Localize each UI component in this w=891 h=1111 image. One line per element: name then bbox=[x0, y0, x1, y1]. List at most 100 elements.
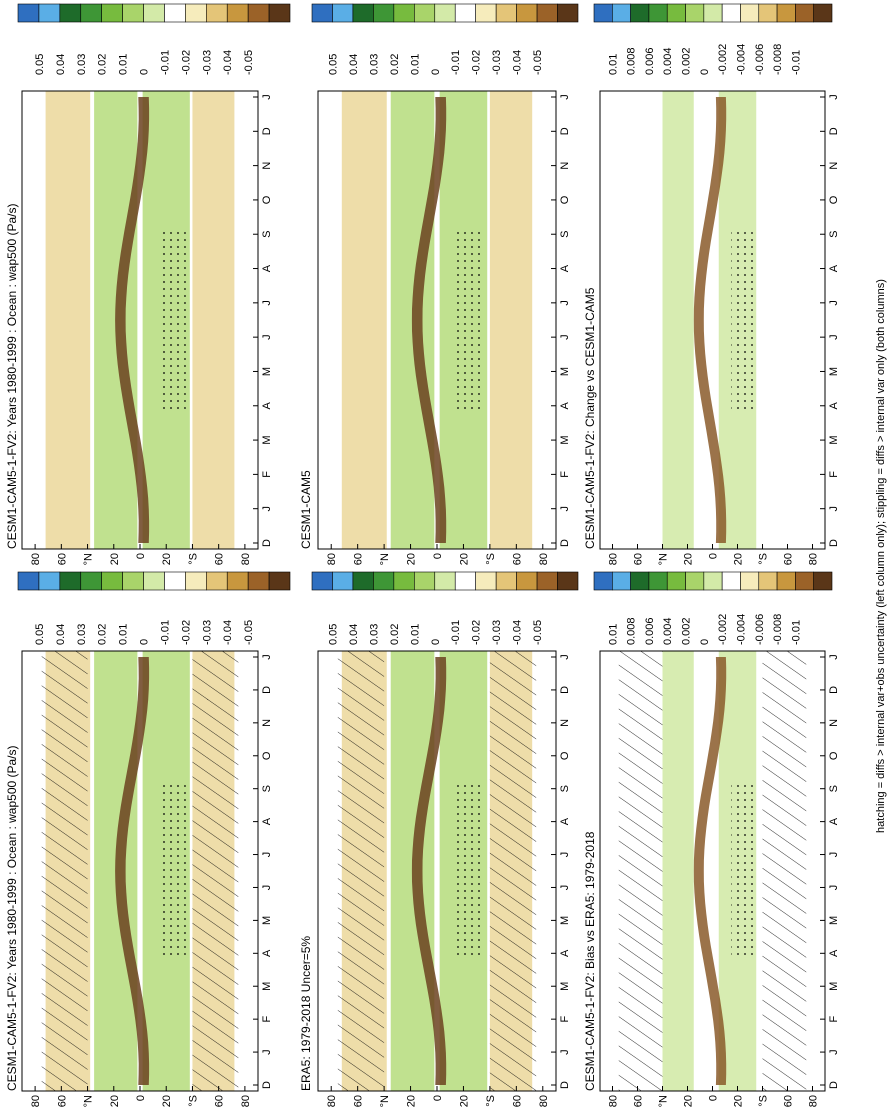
colorbar-box bbox=[631, 572, 649, 590]
y-tick-label: 20 bbox=[109, 1095, 121, 1107]
x-tick-label: A bbox=[828, 817, 840, 825]
contour-field bbox=[490, 91, 532, 549]
colorbar-box bbox=[394, 4, 414, 22]
colorbar-label: -0.03 bbox=[491, 620, 503, 645]
colorbar-box bbox=[227, 4, 248, 22]
colorbar-label: -0.03 bbox=[491, 50, 503, 75]
colorbar-box bbox=[722, 572, 740, 590]
colorbar-box bbox=[476, 572, 496, 590]
y-tick-label: 60 bbox=[353, 1095, 365, 1107]
colorbar-label: -0.05 bbox=[243, 50, 255, 75]
colorbar-label: -0.05 bbox=[532, 620, 544, 645]
colorbar-box bbox=[248, 572, 269, 590]
x-tick-label: D bbox=[559, 127, 571, 135]
y-tick-label: 60 bbox=[633, 1095, 645, 1107]
x-tick-label: O bbox=[559, 751, 571, 760]
colorbar-label: 0.006 bbox=[644, 617, 656, 645]
stippling bbox=[160, 783, 186, 959]
colorbar-label: -0.02 bbox=[471, 50, 483, 75]
x-tick-label: O bbox=[261, 195, 273, 204]
y-tick-label: °N bbox=[379, 553, 391, 565]
colorbar-label: 0.02 bbox=[389, 54, 401, 75]
x-tick-label: J bbox=[261, 94, 273, 100]
colorbar-label: 0.01 bbox=[118, 624, 130, 645]
y-tick-label: 0 bbox=[708, 553, 720, 559]
y-tick-label: 80 bbox=[608, 1095, 620, 1107]
colorbar-label: -0.02 bbox=[471, 620, 483, 645]
stippling bbox=[457, 228, 483, 411]
colorbar-label: -0.004 bbox=[735, 44, 747, 75]
y-tick-label: °S bbox=[187, 553, 199, 565]
x-tick-label: J bbox=[559, 300, 571, 306]
panel-title: CESM1-CAM5-1-FV2: Change vs CESM1-CAM5 bbox=[583, 287, 597, 549]
stippling bbox=[457, 783, 483, 959]
y-tick-label: 20 bbox=[458, 1095, 470, 1107]
x-tick-label: M bbox=[828, 982, 840, 991]
colorbar-box bbox=[144, 572, 165, 590]
y-tick-label: 20 bbox=[683, 1095, 695, 1107]
colorbar-label: -0.006 bbox=[754, 44, 766, 75]
hatching bbox=[42, 651, 88, 1091]
x-tick-label: J bbox=[828, 506, 840, 512]
y-tick-label: 20 bbox=[733, 1095, 745, 1107]
y-tick-label: 80 bbox=[30, 553, 42, 565]
colorbar-box bbox=[496, 4, 516, 22]
panel: DJFMAMJJASONDJ8060°N20020°S6080CESM1-CAM… bbox=[299, 4, 578, 565]
panel: DJFMAMJJASONDJ8060°N20020°S6080CESM1-CAM… bbox=[5, 4, 290, 565]
x-tick-label: J bbox=[559, 94, 571, 100]
x-tick-label: J bbox=[559, 885, 571, 891]
colorbar-box bbox=[435, 4, 455, 22]
y-tick-label: 60 bbox=[633, 553, 645, 565]
y-tick-label: 20 bbox=[458, 553, 470, 565]
x-tick-label: F bbox=[559, 1016, 571, 1023]
colorbar-box bbox=[777, 572, 795, 590]
hatching bbox=[490, 651, 536, 1091]
y-tick-label: °S bbox=[187, 1095, 199, 1107]
x-tick-label: J bbox=[828, 885, 840, 891]
colorbar-box bbox=[373, 4, 393, 22]
x-tick-label: S bbox=[559, 231, 571, 238]
colorbar-box bbox=[814, 572, 832, 590]
colorbar-label: -0.01 bbox=[790, 50, 802, 75]
colorbar-box bbox=[60, 4, 81, 22]
colorbar-box bbox=[686, 4, 704, 22]
colorbar-box bbox=[123, 4, 144, 22]
colorbar-box bbox=[164, 572, 185, 590]
colorbar-box bbox=[558, 572, 578, 590]
colorbar-box bbox=[312, 572, 332, 590]
colorbar-box bbox=[18, 4, 39, 22]
x-tick-label: J bbox=[828, 94, 840, 100]
x-tick-label: D bbox=[261, 539, 273, 547]
colorbar-box bbox=[185, 572, 206, 590]
x-tick-label: F bbox=[261, 1016, 273, 1023]
x-tick-label: S bbox=[559, 785, 571, 792]
x-tick-label: D bbox=[261, 686, 273, 694]
x-tick-label: A bbox=[828, 401, 840, 409]
colorbar-box bbox=[373, 572, 393, 590]
x-tick-label: J bbox=[261, 506, 273, 512]
colorbar-label: 0.004 bbox=[662, 617, 674, 645]
colorbar-box bbox=[39, 572, 60, 590]
x-tick-label: D bbox=[828, 539, 840, 547]
x-tick-label: M bbox=[559, 916, 571, 925]
colorbar-label: 0.02 bbox=[97, 54, 109, 75]
contour-field bbox=[663, 651, 694, 1091]
colorbar-box bbox=[612, 572, 630, 590]
x-tick-label: M bbox=[828, 435, 840, 444]
colorbar-box bbox=[631, 4, 649, 22]
y-tick-label: 80 bbox=[608, 553, 620, 565]
x-tick-label: F bbox=[828, 471, 840, 478]
y-tick-label: 20 bbox=[406, 1095, 418, 1107]
colorbar-label: 0.03 bbox=[368, 624, 380, 645]
colorbar-label: -0.01 bbox=[790, 620, 802, 645]
y-tick-label: 20 bbox=[109, 553, 121, 565]
colorbar-label: -0.02 bbox=[180, 620, 192, 645]
colorbar-label: -0.002 bbox=[717, 614, 729, 645]
colorbar-label: 0 bbox=[139, 639, 151, 645]
x-tick-label: F bbox=[559, 471, 571, 478]
colorbar-label: 0.006 bbox=[644, 47, 656, 75]
colorbar-label: 0.03 bbox=[368, 54, 380, 75]
footer-note: hatching = diffs > internal var+obs unce… bbox=[875, 279, 887, 833]
colorbar-box bbox=[517, 572, 537, 590]
colorbar-box bbox=[740, 4, 758, 22]
